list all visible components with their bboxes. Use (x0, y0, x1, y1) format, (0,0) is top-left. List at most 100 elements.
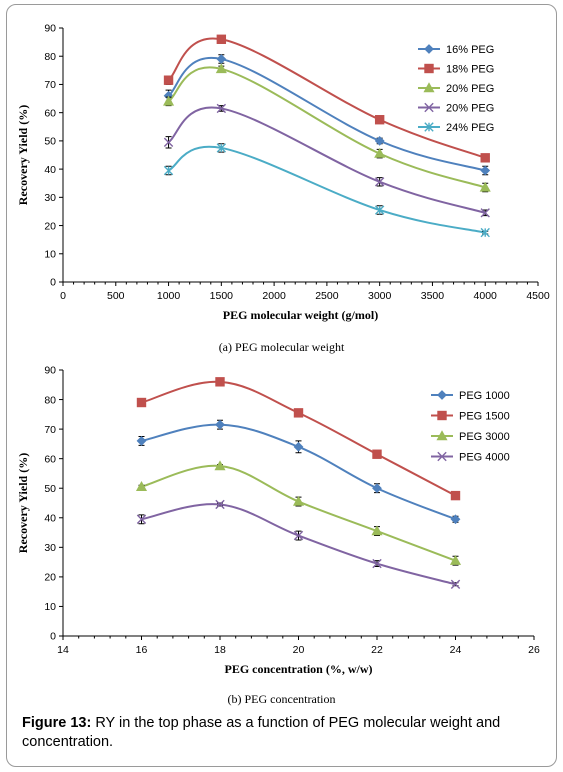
chart-a-y-tick-label: 20 (44, 220, 56, 232)
chart-b-data-point (450, 514, 461, 525)
chart-a-data-point (215, 63, 227, 74)
chart-a-legend-item: 18% PEG (418, 64, 494, 76)
chart-b-data-point (371, 525, 383, 536)
chart-b-x-tick-label: 16 (136, 644, 148, 656)
chart-a-x-tick-label: 1500 (210, 290, 234, 302)
chart-b-x-axis-label: PEG concentration (%, w/w) (225, 662, 373, 676)
chart-a-x-tick-label: 4000 (474, 290, 498, 302)
chart-b-legend-item: PEG 3000 (431, 430, 510, 443)
chart-a-x-tick-label: 1000 (157, 290, 181, 302)
chart-a-series-5 (163, 143, 490, 238)
chart-b-data-point (293, 408, 304, 418)
chart-b-data-point (215, 499, 225, 510)
chart-b-x-tick-label: 26 (528, 644, 540, 656)
chart-b-caption: (b) PEG concentration (227, 692, 336, 706)
chart-b-legend-label: PEG 3000 (459, 431, 510, 443)
chart-a-y-tick-label: 40 (44, 164, 56, 176)
chart-b-y-tick-label: 70 (44, 424, 56, 436)
chart-a-series-2 (163, 34, 490, 163)
chart-b-data-point (215, 419, 225, 430)
chart-b-x-tick-label: 14 (57, 644, 69, 656)
chart-a-x-tick-label: 0 (60, 290, 66, 302)
chart-a-data-point (374, 205, 385, 215)
chart-a-y-tick-label: 30 (44, 192, 56, 204)
chart-b-data-point (293, 441, 304, 452)
chart-b-series-2 (136, 377, 461, 501)
chart-b-legend-marker (436, 430, 448, 441)
chart-a-x-tick-label: 4500 (526, 290, 550, 302)
chart-a-y-tick-label: 10 (44, 248, 56, 260)
chart-a-series-line (167, 66, 486, 189)
chart-b-legend-label: PEG 1500 (459, 411, 510, 423)
chart-a-data-point (216, 143, 227, 153)
chart-a-data-point (374, 135, 385, 146)
chart-a-y-tick-label: 0 (50, 277, 56, 289)
chart-b-data-point (449, 554, 462, 565)
chart-b-series-4 (136, 499, 461, 589)
chart-a-data-point (216, 103, 227, 114)
chart-a-data-point (374, 177, 385, 187)
chart-b-data-point (293, 530, 304, 541)
chart-b-y-tick-label: 0 (50, 631, 56, 643)
chart-a-series-3 (163, 63, 491, 193)
chart-a-x-axis-label: PEG molecular weight (g/mol) (223, 308, 378, 322)
chart-b-data-point (135, 481, 148, 491)
chart-a-data-point (480, 227, 490, 238)
chart-concentration: 0 10 20 30 40 50 60 70 80 90 14 16 18 20 22 24 26 PEG con… (16, 365, 540, 676)
chart-a-legend-marker (424, 63, 434, 74)
chart-a-data-point (216, 54, 227, 64)
chart-a-y-tick-label: 90 (44, 23, 56, 35)
chart-b-y-tick-label: 90 (44, 365, 56, 377)
chart-a-data-point (163, 95, 175, 106)
chart-a-series-1 (163, 54, 491, 176)
chart-a-y-tick-label: 80 (44, 51, 56, 63)
chart-a-legend-item: 20% PEG (418, 103, 494, 115)
chart-a-data-point (480, 153, 490, 163)
chart-a-legend-label: 20% PEG (446, 103, 494, 115)
chart-a-series-4 (163, 103, 490, 218)
chart-b-y-tick-label: 50 (44, 483, 56, 495)
chart-a-series-line (167, 106, 486, 214)
chart-a-data-point (480, 165, 491, 176)
chart-a-data-point (163, 165, 174, 176)
chart-b-data-point (136, 514, 147, 524)
chart-a-legend-marker (423, 82, 435, 93)
chart-b-y-tick-label: 80 (44, 394, 56, 406)
chart-a-legend-label: 16% PEG (446, 44, 494, 56)
chart-b-data-point (372, 483, 382, 494)
chart-a-legend-item: 24% PEG (418, 122, 494, 134)
chart-b-x-tick-label: 20 (293, 644, 305, 656)
chart-b-x-tick-label: 18 (214, 644, 226, 656)
chart-b-series-line (141, 503, 456, 586)
chart-b-x-tick-label: 24 (450, 644, 462, 656)
chart-a-series-line (167, 37, 486, 159)
chart-b-data-point (372, 449, 382, 459)
chart-b-series-line (141, 464, 456, 562)
chart-molecular-weight: 0 10 20 30 40 50 60 70 80 90 0 500 1000 1500 2000 2500 3… (16, 23, 550, 322)
chart-a-legend-marker (424, 102, 434, 113)
chart-a-legend-marker (424, 44, 434, 54)
chart-b-legend-item: PEG 4000 (431, 452, 510, 464)
chart-a-data-point (374, 115, 385, 125)
chart-a-y-tick-label: 60 (44, 107, 56, 119)
chart-b-legend-marker (437, 410, 447, 421)
chart-b-data-point (136, 436, 147, 446)
chart-a-data-point (480, 208, 490, 218)
chart-b-data-point (214, 460, 226, 471)
chart-b-legend-marker (437, 390, 447, 400)
chart-b-legend-marker (437, 451, 447, 462)
chart-b-y-tick-label: 10 (44, 601, 56, 613)
chart-a-data-point (479, 181, 491, 192)
figure-frame (6, 4, 557, 767)
chart-b-data-point (136, 397, 147, 408)
chart-b-y-axis-label: Recovery Yield (%) (16, 453, 30, 553)
chart-a-data-point (374, 147, 386, 158)
chart-b-y-tick-label: 40 (44, 512, 56, 524)
chart-b-data-point (450, 579, 461, 589)
chart-a-y-axis-label: Recovery Yield (%) (16, 105, 30, 205)
chart-b-legend-label: PEG 4000 (459, 452, 510, 464)
chart-a-x-tick-label: 500 (107, 290, 125, 302)
figure-caption-text: RY in the top phase as a function of PEG… (22, 715, 501, 750)
chart-a-x-tick-label: 3000 (368, 290, 392, 302)
chart-a-x-tick-label: 2500 (315, 290, 339, 302)
